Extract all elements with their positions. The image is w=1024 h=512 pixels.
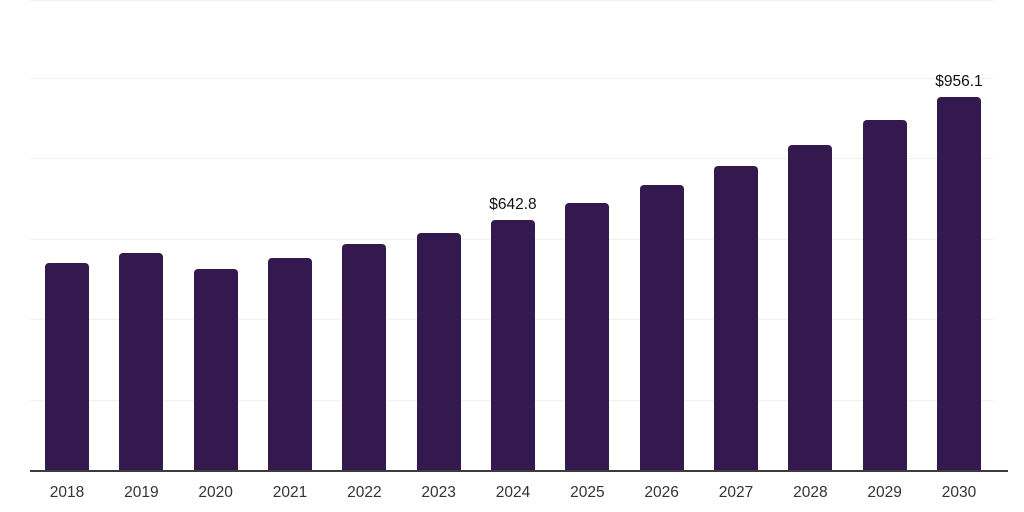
plot-area: $642.8 $956.1 (30, 0, 1008, 472)
x-axis-line (30, 470, 1008, 472)
bar-2030 (936, 97, 981, 470)
x-tick-label-2020: 2020 (198, 484, 233, 501)
x-tick-label-2019: 2019 (124, 484, 159, 501)
x-tick-label-2021: 2021 (272, 484, 308, 501)
x-tick-label-2022: 2022 (347, 484, 382, 501)
x-tick-label-2025: 2025 (570, 484, 605, 501)
bar-2026 (639, 185, 684, 470)
bar-2019 (119, 252, 164, 470)
x-tick-label-2027: 2027 (718, 484, 754, 501)
gridline (30, 158, 993, 159)
x-tick-label-2026: 2026 (644, 484, 679, 501)
bar-2027 (713, 165, 758, 470)
x-tick-label-2029: 2029 (867, 484, 902, 501)
bar-2021 (267, 258, 312, 470)
x-tick-label-2018: 2018 (49, 484, 85, 501)
bar-2025 (565, 202, 610, 470)
bar-2023 (416, 233, 461, 470)
bar-value-label-2024: $642.8 (489, 195, 537, 213)
bar-2029 (862, 120, 907, 470)
x-tick-label-2030: 2030 (941, 484, 977, 501)
x-tick-label-2024: 2024 (495, 484, 531, 501)
bar-2028 (788, 144, 833, 470)
bar-value-label-2030: $956.1 (935, 73, 983, 91)
x-tick-label-2028: 2028 (793, 484, 828, 501)
bar-2022 (342, 243, 387, 470)
gridline (30, 78, 993, 79)
bar-2024 (490, 219, 535, 470)
bar-2018 (45, 263, 89, 470)
bar-2020 (193, 268, 238, 470)
gridline (30, 0, 993, 1)
x-tick-label-2023: 2023 (421, 484, 456, 501)
